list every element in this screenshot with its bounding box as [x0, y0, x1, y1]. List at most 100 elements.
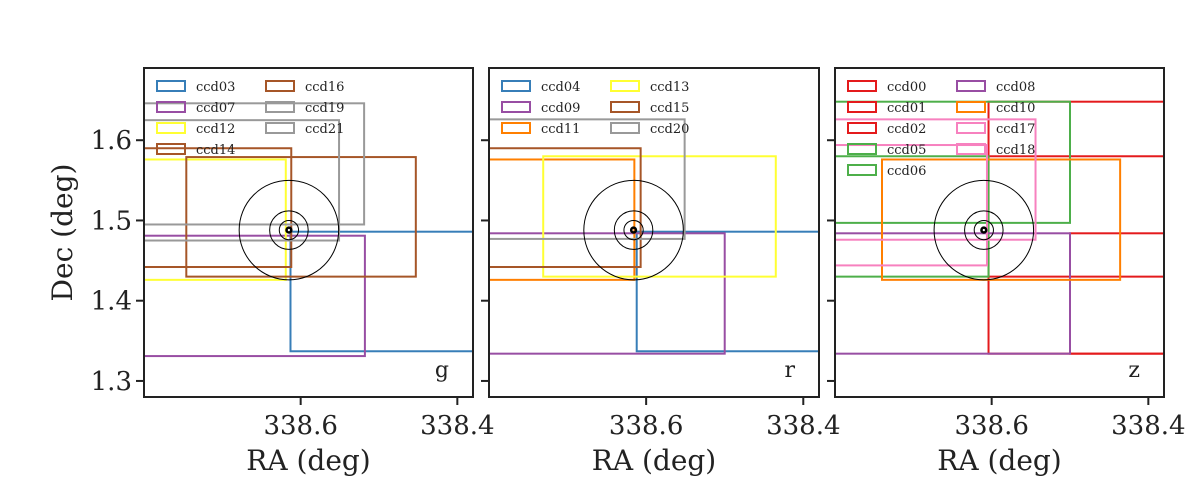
legend-swatch-ccd04: [501, 80, 531, 92]
y-tick-label: 1.5: [91, 206, 132, 236]
footprint-ccd00: [1069, 232, 1164, 355]
footprint-ccd19: [144, 102, 366, 226]
plot-area: [835, 100, 1164, 355]
legend-swatch-ccd14: [156, 143, 186, 155]
target-circle: [278, 219, 300, 241]
footprint-ccd05: [835, 100, 1072, 224]
band-label: g: [435, 358, 449, 383]
footprint-ccd09: [489, 232, 726, 355]
legend-label-ccd13: ccd13: [650, 80, 689, 95]
legend-label-ccd04: ccd04: [541, 80, 580, 95]
panel-z: 338.6 338.4 RA (deg) z ccd00 ccd01 ccd02 ccd05 c…: [827, 67, 1186, 477]
footprint-ccd17: [835, 118, 1037, 241]
plot-area: [489, 118, 819, 355]
legend-label-ccd20: ccd20: [650, 122, 689, 137]
footprint-ccd02: [987, 155, 1164, 278]
legend-swatch-ccd21: [265, 122, 295, 134]
x-tick-label: 338.6: [954, 411, 1028, 441]
footprint-ccd04: [635, 230, 819, 353]
axes-frame: [488, 67, 820, 398]
legend-swatch-ccd02: [847, 122, 877, 134]
legend-label-ccd00: ccd00: [887, 80, 926, 95]
legend-swatch-ccd01: [847, 101, 877, 113]
legend-swatch-ccd08: [956, 80, 986, 92]
legend-label-ccd21: ccd21: [305, 122, 344, 137]
legend-swatch-ccd11: [501, 122, 531, 134]
x-tick-label: 338.4: [1111, 411, 1185, 441]
axes-frame: [143, 67, 474, 398]
target-circle: [285, 226, 293, 234]
legend-label-ccd15: ccd15: [650, 101, 689, 116]
legend-label-ccd09: ccd09: [541, 101, 580, 116]
y-tick-label: 1.3: [91, 367, 132, 397]
legend-label-ccd16: ccd16: [305, 80, 344, 95]
band-label: z: [1128, 358, 1140, 383]
legend-label-ccd08: ccd08: [996, 80, 1035, 95]
footprint-ccd03: [289, 230, 473, 353]
legend-swatch-ccd15: [610, 101, 640, 113]
legend-label-ccd07: ccd07: [196, 101, 235, 116]
legend-swatch-ccd16: [265, 80, 295, 92]
legend-swatch-ccd19: [265, 101, 295, 113]
legend-label-ccd17: ccd17: [996, 122, 1035, 137]
footprint-ccd13: [542, 155, 777, 278]
legend-label-ccd05: ccd05: [887, 143, 926, 158]
y-tick-label: 1.6: [91, 126, 132, 156]
legend: ccd04 ccd09 ccd11 ccd13 ccd15 ccd20: [501, 80, 689, 137]
legend-swatch-ccd18: [956, 143, 986, 155]
footprint-ccd08: [835, 232, 1072, 355]
target-circle: [613, 210, 654, 250]
footprint-ccd16: [185, 156, 417, 278]
footprint-ccd21: [144, 119, 341, 242]
legend: ccd03 ccd07 ccd12 ccd14 ccd16 ccd19 ccd21: [156, 80, 344, 158]
footprint-ccd11: [489, 158, 636, 281]
legend-swatch-ccd09: [501, 101, 531, 113]
x-axis-label: RA (deg): [592, 444, 716, 477]
legend-swatch-ccd05: [847, 143, 877, 155]
legend-label-ccd14: ccd14: [196, 143, 235, 158]
legend-label-ccd02: ccd02: [887, 122, 926, 137]
y-axis-label: Dec (deg): [46, 164, 79, 302]
target-circle: [238, 179, 340, 281]
target-circle: [623, 219, 644, 241]
x-axis-label: RA (deg): [937, 444, 1061, 477]
legend-swatch-ccd10: [956, 101, 986, 113]
footprint-ccd12: [144, 158, 287, 281]
legend-label-ccd12: ccd12: [196, 122, 235, 137]
panel-g: 338.6 338.4 1.3 1.4 1.5 1.6 RA (deg) Dec (deg) g…: [46, 67, 495, 477]
footprint-ccd14: [144, 147, 293, 269]
legend-swatch-ccd20: [610, 122, 640, 134]
legend-label-ccd11: ccd11: [541, 122, 580, 137]
x-tick-label: 338.4: [420, 411, 494, 441]
legend-label-ccd19: ccd19: [305, 101, 344, 116]
target-circle: [964, 210, 1004, 250]
axes-frame: [834, 67, 1165, 398]
footprint-ccd15: [489, 147, 642, 269]
target-circle: [583, 179, 684, 281]
target-circle: [973, 219, 994, 241]
footprint-ccd20: [489, 118, 686, 240]
legend-swatch-ccd07: [156, 101, 186, 113]
legend-label-ccd06: ccd06: [887, 164, 926, 179]
target-circle: [629, 226, 638, 234]
legend-label-ccd03: ccd03: [196, 80, 235, 95]
legend-swatch-ccd00: [847, 80, 877, 92]
footprint-ccd18: [835, 144, 988, 267]
x-axis-label: RA (deg): [246, 444, 370, 477]
target-circle: [269, 210, 309, 250]
legend-swatch-ccd13: [610, 80, 640, 92]
legend-swatch-ccd17: [956, 122, 986, 134]
footprint-ccd10: [881, 158, 1122, 281]
footprint-ccd06: [835, 155, 990, 278]
legend-swatch-ccd03: [156, 80, 186, 92]
footprint-ccd01: [987, 100, 1164, 355]
x-tick-label: 338.6: [609, 411, 683, 441]
footprint-ccd07: [144, 234, 366, 358]
legend-label-ccd01: ccd01: [887, 101, 926, 116]
target-circle: [933, 179, 1035, 281]
plot-area: [144, 102, 473, 358]
legend-label-ccd18: ccd18: [996, 143, 1035, 158]
x-tick-label: 338.4: [766, 411, 840, 441]
legend: ccd00 ccd01 ccd02 ccd05 ccd06 ccd08 ccd10 ccd17…: [847, 80, 1035, 179]
